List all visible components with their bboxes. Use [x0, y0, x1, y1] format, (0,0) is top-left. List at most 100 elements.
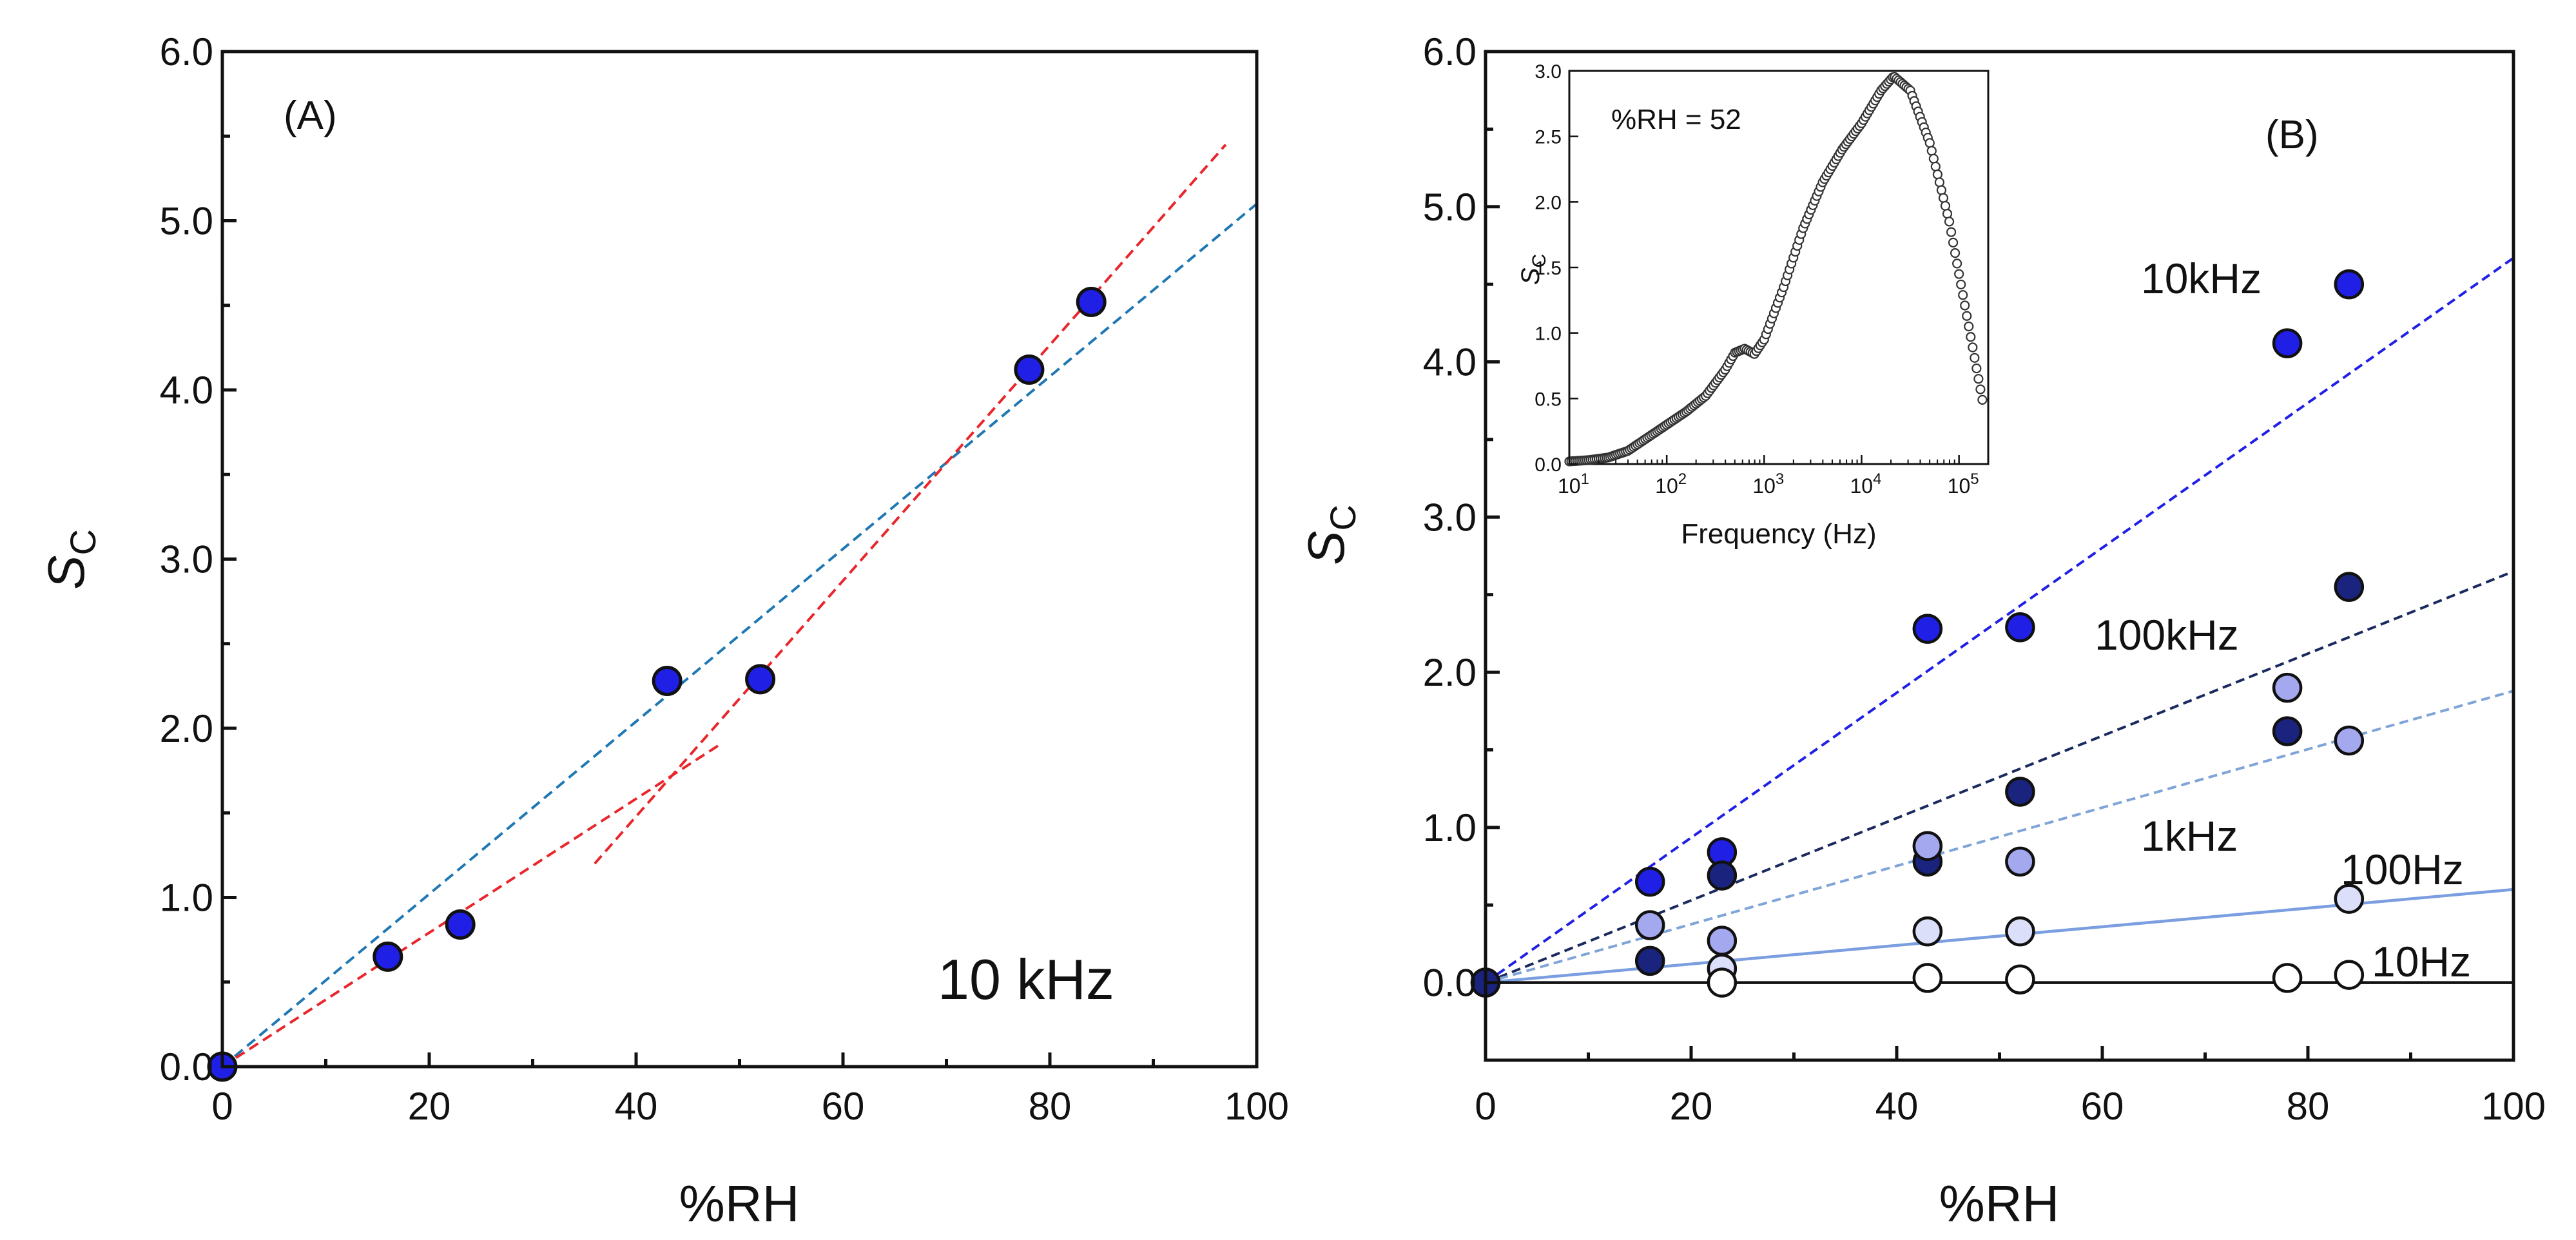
x-tick-label-100: 100: [2481, 1085, 2546, 1128]
y-tick-label-6.0: 6.0: [1423, 30, 1477, 73]
svg-text:SC: SC: [1516, 254, 1550, 285]
x-tick-label-20: 20: [1670, 1085, 1713, 1128]
data-point-5: [1014, 354, 1045, 385]
inset-marker-198: [1950, 248, 1961, 258]
inset-marker-191: [1936, 185, 1947, 195]
y-tick-label-0.0: 0.0: [1423, 962, 1477, 1005]
data-point-2: [445, 909, 476, 940]
inset-marker-194: [1942, 209, 1953, 219]
x-tick-label-40: 40: [1875, 1085, 1919, 1128]
inset-frame: [1568, 70, 1990, 465]
inset-marker-209: [1971, 363, 1982, 374]
y-tick-label-2.0: 2.0: [160, 707, 213, 750]
panel-a-y-ticks: 0.0 1.0 2.0 3.0 4.0 5.0 6.0: [160, 30, 237, 1089]
inset-marker-197: [1948, 237, 1959, 247]
data-point-1kHz-2: [1912, 831, 1943, 861]
inset-x-tick-label-4: 104: [1850, 470, 1881, 498]
fit-line-10kHz: [1484, 257, 2515, 984]
inset-y-title-main: S: [1516, 267, 1545, 285]
y-tick-label-0.0: 0.0: [160, 1045, 213, 1089]
data-point-10Hz-1: [1912, 963, 1943, 993]
inset-marker-199: [1952, 258, 1962, 269]
inset-y-tick-label-2.0: 2.0: [1535, 192, 1562, 213]
y-tick-label-3.0: 3.0: [160, 538, 213, 581]
panel-a-fit-lines: [221, 144, 1258, 1068]
label-10hz: 10Hz: [2372, 938, 2471, 985]
svg-text:SC: SC: [1297, 505, 1363, 565]
panel-a-frame: [220, 50, 1259, 1069]
y-tick-label-2.0: 2.0: [1423, 651, 1477, 694]
data-point-3: [652, 666, 683, 696]
inset-y-tick-label-1.0: 1.0: [1535, 324, 1562, 345]
inset-x-title: Frequency (Hz): [1681, 518, 1876, 550]
data-point-1kHz-4: [2272, 672, 2303, 703]
x-tick-label-60: 60: [822, 1085, 865, 1128]
fit-line-2: [221, 744, 720, 1068]
inset-marker-189: [1932, 170, 1942, 180]
panel-a-x-title: %RH: [679, 1175, 800, 1232]
inset-x-tick-label-1: 101: [1558, 470, 1589, 498]
data-point-10Hz-0: [1707, 967, 1738, 998]
y-tick-label-5.0: 5.0: [1423, 186, 1477, 229]
x-tick-label-40: 40: [615, 1085, 658, 1128]
panel-b-label: (B): [2265, 113, 2319, 157]
inset-y-title: SC: [1516, 254, 1550, 285]
panel-b-y-title-sub: C: [1322, 505, 1363, 530]
y-tick-label-1.0: 1.0: [1423, 806, 1477, 849]
data-point-1: [373, 941, 403, 972]
label-100khz: 100kHz: [2095, 611, 2239, 659]
data-point-10Hz-3: [2272, 963, 2303, 993]
data-point-100kHz-1: [1707, 860, 1738, 891]
label-1khz: 1kHz: [2141, 812, 2238, 860]
panel-b: 0 20 40 60 80 100 0.0 1.0 2.0 3.0 4.0 5.0 6.0 (B) 1…: [1297, 30, 2546, 1232]
inset-marker-203: [1960, 300, 1970, 311]
inset-y-title-sub: C: [1529, 254, 1550, 268]
data-point-1kHz-0: [1634, 910, 1665, 940]
data-point-6: [1076, 287, 1107, 317]
data-point-100kHz-3: [2005, 777, 2035, 807]
y-tick-label-3.0: 3.0: [1423, 496, 1477, 539]
panel-a-x-ticks: 0 20 40 60 80 100: [211, 1052, 1289, 1128]
inset-annotation: %RH = 52: [1611, 104, 1741, 135]
fit-line-1: [221, 202, 1258, 1068]
inset-y-tick-label-1.5: 1.5: [1535, 258, 1562, 279]
fit-line-3: [594, 144, 1227, 865]
inset-y-tick-label-2.5: 2.5: [1535, 127, 1562, 148]
panel-b-y-title: SC: [1297, 505, 1363, 565]
data-point-100Hz-3: [2334, 884, 2365, 914]
inset-x-ticks: 101 102 103 104 105: [1558, 455, 1979, 498]
panel-a-y-title-main: S: [37, 556, 95, 590]
data-point-1kHz-5: [2334, 725, 2365, 756]
inset-marker-195: [1944, 217, 1955, 227]
data-point-10kHz-6: [2334, 269, 2365, 300]
panel-a-annotation: 10 kHz: [938, 947, 1114, 1011]
x-tick-label-80: 80: [2287, 1085, 2330, 1128]
data-point-1kHz-3: [2005, 846, 2035, 877]
y-tick-label-4.0: 4.0: [160, 369, 213, 412]
inset-marker-212: [1977, 394, 1988, 405]
inset-x-tick-label-2: 102: [1655, 470, 1687, 498]
y-tick-label-4.0: 4.0: [1423, 341, 1477, 384]
inset-y-tick-label-0.0: 0.0: [1535, 454, 1562, 476]
inset-marker-207: [1968, 342, 1978, 353]
panel-b-y-ticks: 0.0 1.0 2.0 3.0 4.0 5.0 6.0: [1423, 30, 1500, 1062]
x-tick-label-100: 100: [1225, 1085, 1289, 1128]
inset-marker-190: [1934, 177, 1945, 188]
x-tick-label-0: 0: [1475, 1085, 1496, 1128]
inset-marker-204: [1962, 311, 1972, 321]
data-point-10kHz-1: [1634, 866, 1665, 897]
data-point-10Hz-4: [2334, 960, 2365, 990]
panel-b-x-title: %RH: [1939, 1175, 2060, 1232]
inset-y-tick-label-0.5: 0.5: [1535, 389, 1562, 410]
y-tick-label-6.0: 6.0: [160, 30, 213, 73]
data-point-4: [745, 664, 776, 695]
x-tick-label-0: 0: [211, 1085, 233, 1128]
y-tick-label-1.0: 1.0: [160, 877, 213, 920]
data-point-100kHz-0: [1634, 945, 1665, 976]
data-point-10kHz-5: [2272, 328, 2303, 358]
inset-x-tick-label-5: 105: [1948, 470, 1979, 498]
data-point-1kHz-1: [1707, 925, 1738, 956]
data-point-10Hz-2: [2005, 964, 2035, 995]
inset-marker-187: [1928, 153, 1939, 164]
